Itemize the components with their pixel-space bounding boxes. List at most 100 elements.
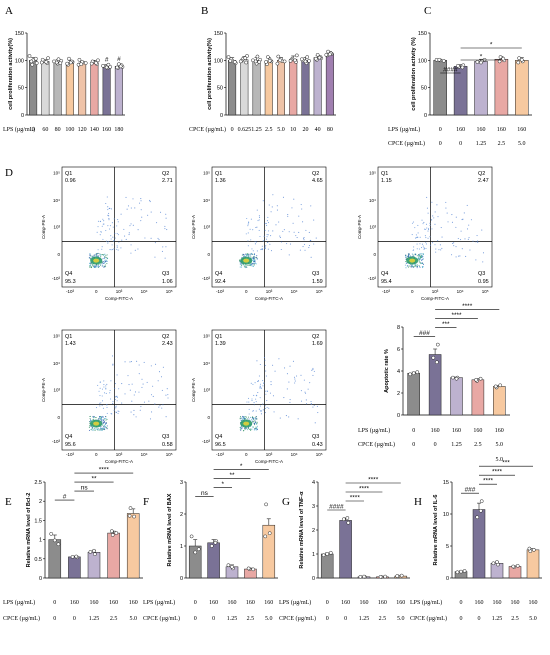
event-dot bbox=[316, 405, 318, 407]
condition-value: 140 bbox=[90, 127, 99, 133]
event-dot bbox=[255, 426, 257, 428]
event-dot bbox=[104, 428, 106, 430]
event-dot bbox=[116, 400, 118, 402]
event-dot bbox=[252, 258, 254, 260]
event-dot bbox=[244, 428, 246, 430]
event-dot bbox=[421, 258, 424, 260]
quadrant-value: 95.4 bbox=[381, 279, 392, 285]
event-dot bbox=[99, 402, 101, 404]
event-dot bbox=[405, 262, 407, 264]
data-point bbox=[196, 547, 201, 552]
event-dot bbox=[158, 239, 160, 241]
event-dot bbox=[256, 425, 258, 427]
event-dot bbox=[464, 238, 466, 240]
event-dot bbox=[262, 385, 264, 387]
bar bbox=[252, 60, 261, 116]
flow-y-tick-label: 10³ bbox=[203, 225, 210, 230]
event-dot bbox=[165, 416, 167, 418]
event-dot bbox=[136, 360, 138, 362]
event-dot bbox=[97, 220, 99, 222]
data-point bbox=[193, 550, 198, 555]
event-dot bbox=[99, 234, 101, 236]
condition-value: 0 bbox=[194, 600, 197, 606]
event-dot bbox=[273, 411, 275, 413]
event-dot bbox=[421, 262, 423, 264]
data-point bbox=[88, 550, 93, 554]
event-dot bbox=[106, 260, 108, 262]
data-point bbox=[324, 53, 329, 57]
flow-y-axis-label: Comp-PE-A bbox=[191, 378, 196, 402]
event-dot bbox=[427, 227, 430, 229]
condition-value: 1.25 bbox=[89, 616, 100, 622]
bar bbox=[102, 66, 111, 116]
data-point bbox=[294, 53, 299, 58]
event-dot bbox=[158, 371, 161, 373]
event-dot bbox=[110, 380, 112, 382]
event-dot bbox=[262, 200, 264, 202]
event-dot bbox=[405, 267, 407, 269]
quadrant-value: 0.96 bbox=[65, 178, 76, 184]
event-dot bbox=[264, 359, 266, 361]
event-dot bbox=[96, 264, 98, 266]
event-dot bbox=[283, 397, 285, 399]
data-point bbox=[58, 61, 63, 65]
data-point bbox=[246, 566, 251, 571]
event-dot bbox=[293, 198, 295, 200]
event-dot bbox=[112, 402, 114, 405]
event-dot bbox=[239, 261, 241, 263]
event-dot bbox=[129, 225, 131, 227]
event-dot bbox=[434, 223, 436, 225]
event-dot bbox=[252, 256, 254, 258]
event-dot bbox=[240, 419, 242, 421]
event-dot bbox=[434, 211, 436, 213]
event-dot bbox=[418, 254, 420, 257]
event-dot bbox=[112, 363, 114, 365]
event-dot bbox=[105, 426, 107, 429]
y-tick-label: 8 bbox=[397, 325, 400, 331]
bar bbox=[320, 553, 334, 579]
event-dot bbox=[140, 209, 142, 211]
event-dot bbox=[468, 224, 470, 226]
condition-value: 160 bbox=[475, 600, 484, 606]
event-dot bbox=[253, 253, 256, 255]
bar bbox=[107, 532, 120, 579]
flow-x-tick-label: 0 bbox=[245, 452, 248, 457]
event-dot bbox=[105, 419, 107, 421]
data-point bbox=[478, 376, 483, 381]
event-dot bbox=[455, 256, 457, 258]
quadrant-value: 1.69 bbox=[312, 341, 323, 347]
significance-label: **** bbox=[451, 312, 462, 319]
event-dot bbox=[410, 266, 412, 268]
data-point bbox=[79, 62, 84, 67]
event-dot bbox=[120, 247, 122, 249]
condition-value: 0 bbox=[460, 600, 463, 606]
event-dot bbox=[294, 382, 296, 384]
event-dot bbox=[256, 226, 258, 228]
event-dot bbox=[90, 263, 92, 265]
event-dot bbox=[451, 221, 453, 223]
bar bbox=[474, 61, 488, 116]
event-dot bbox=[244, 255, 246, 257]
data-point bbox=[209, 544, 214, 548]
event-dot bbox=[97, 428, 100, 430]
data-point bbox=[317, 55, 322, 60]
y-axis-label: Relative mRNA level of BAX bbox=[167, 493, 173, 566]
event-dot bbox=[106, 418, 108, 420]
event-dot bbox=[93, 265, 95, 267]
event-dot bbox=[249, 253, 251, 255]
y-axis-label: cell proliferation activity(%) bbox=[207, 38, 213, 110]
data-point bbox=[46, 56, 50, 60]
event-dot bbox=[104, 426, 106, 428]
condition-row-label: LPS (µg/mL) bbox=[358, 427, 390, 434]
flow-y-tick-label: 10⁵ bbox=[53, 334, 60, 339]
condition-value: 160 bbox=[109, 600, 118, 606]
event-dot bbox=[476, 234, 478, 237]
event-dot bbox=[417, 236, 419, 238]
event-dot bbox=[105, 266, 107, 268]
event-dot bbox=[256, 360, 258, 362]
data-point bbox=[459, 569, 463, 574]
event-dot bbox=[300, 374, 302, 376]
event-dot bbox=[101, 263, 103, 265]
event-dot bbox=[252, 383, 254, 385]
